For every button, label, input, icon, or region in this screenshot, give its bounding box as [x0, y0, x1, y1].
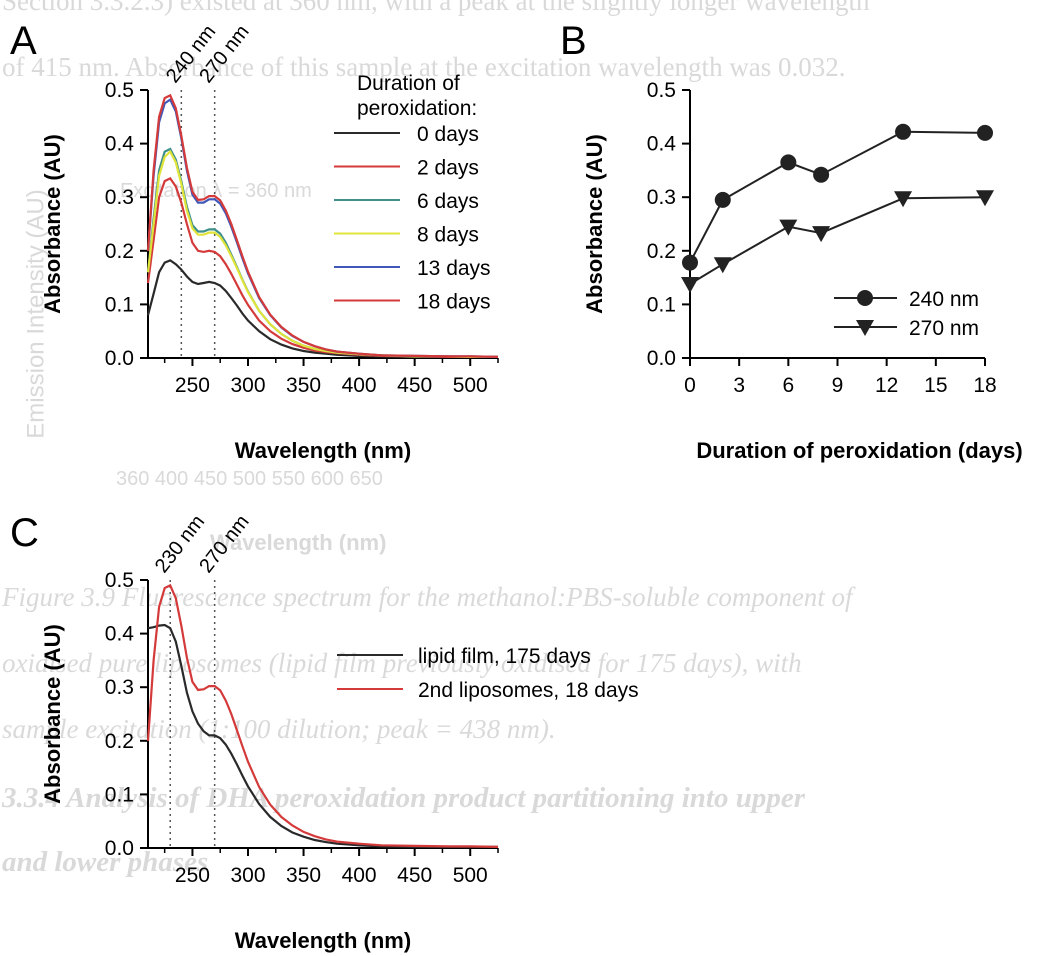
- y-axis-label: Absorbance (AU): [582, 134, 607, 314]
- y-tick-label: 0.2: [105, 240, 134, 263]
- background-caption-line: Figure 3.9 Fluorescence spectrum for the…: [2, 582, 853, 612]
- y-tick-label: 0.1: [647, 293, 676, 316]
- x-tick-label: 15: [924, 374, 947, 397]
- x-tick-label: 3: [733, 374, 745, 397]
- data-point: [894, 191, 913, 208]
- y-tick-label: 0.0: [105, 837, 134, 860]
- x-tick-label: 300: [230, 374, 265, 397]
- legend-label: 13 days: [417, 257, 491, 280]
- panel-label: C: [10, 511, 39, 555]
- y-axis-label: Absorbance (AU): [40, 134, 65, 314]
- background-caption-line: sample excitation (1:100 dilution; peak …: [2, 714, 556, 744]
- x-tick-label: 450: [397, 864, 432, 887]
- y-axis-label: Absorbance (AU): [40, 624, 65, 804]
- x-tick-label: 350: [286, 374, 321, 397]
- y-tick-label: 0.5: [105, 569, 134, 592]
- y-tick-label: 0.1: [105, 783, 134, 806]
- legend-marker: [857, 290, 873, 306]
- legend-label: 18 days: [417, 291, 491, 314]
- y-tick-label: 0.4: [647, 133, 677, 156]
- series-line-0: [689, 130, 986, 264]
- x-tick-label: 500: [453, 374, 488, 397]
- legend-label: lipid film, 175 days: [418, 645, 591, 668]
- legend-label: 2nd liposomes, 18 days: [418, 679, 639, 702]
- series-line-0: [147, 623, 498, 849]
- series-line-3: [146, 149, 498, 358]
- x-tick-label: 250: [175, 374, 210, 397]
- y-tick-label: 0.1: [105, 293, 134, 316]
- x-tick-label: 9: [832, 374, 844, 397]
- data-point: [812, 226, 831, 243]
- x-tick-label: 300: [230, 864, 265, 887]
- y-tick-label: 0.3: [647, 186, 676, 209]
- background-heading-line: and lower phases: [2, 846, 209, 878]
- panel-label: A: [10, 19, 37, 63]
- legend-label: 0 days: [417, 123, 479, 146]
- data-point: [713, 257, 732, 274]
- legend-label: 240 nm: [909, 288, 979, 311]
- background-caption-line: oxidised pure liposomes (lipid film prev…: [2, 648, 802, 678]
- legend-label: 6 days: [417, 190, 479, 213]
- y-tick-label: 0.0: [105, 347, 134, 370]
- x-tick-label: 500: [453, 864, 488, 887]
- legend-title: peroxidation:: [357, 97, 477, 120]
- data-point: [681, 277, 699, 294]
- series-line-2: [146, 147, 498, 358]
- legend-panel-b: 240 nm 270 nm: [834, 288, 979, 340]
- x-axis-label: Wavelength (nm): [235, 438, 411, 463]
- x-tick-label: 250: [175, 864, 210, 887]
- y-tick-label: 0.5: [647, 79, 676, 102]
- background-inset-xticks: 360 400 450 500 550 600 650: [116, 468, 383, 490]
- data-point: [714, 191, 731, 208]
- chart-panel-b: B 0.0 0.1 0.2 0.3 0.4 0.5 0 3 6 9 12 15 18 Duration of…: [560, 19, 1023, 463]
- x-tick-label: 350: [286, 864, 321, 887]
- data-point: [895, 123, 912, 140]
- y-tick-label: 0.4: [105, 623, 135, 646]
- background-inset-excitation: Excitation λ = 360 nm: [120, 180, 312, 202]
- y-tick-label: 0.2: [647, 240, 676, 263]
- panel-label: B: [560, 19, 587, 63]
- series-line-0: [146, 259, 498, 358]
- data-point: [813, 166, 830, 183]
- legend-title: Duration of: [357, 72, 460, 95]
- legend-marker: [856, 320, 874, 336]
- data-point: [779, 219, 798, 236]
- background-heading-line: 3.3.4 Analysis of DHA peroxidation produ…: [2, 782, 806, 814]
- x-axis-label: Wavelength (nm): [235, 928, 411, 953]
- x-tick-label: 0: [684, 374, 696, 397]
- data-point: [780, 154, 797, 171]
- chart-panel-c: C 0.0 0.1 0.2 0.3 0.4 0.5 250 300 350 400 450 500 Wav…: [10, 511, 499, 953]
- y-tick-label: 0.3: [105, 676, 134, 699]
- background-text-line: Section 3.3.2.3) existed at 360 nm, with…: [2, 0, 870, 16]
- data-point: [977, 124, 993, 141]
- legend-label: 2 days: [417, 157, 479, 180]
- x-tick-label: 400: [342, 864, 377, 887]
- series-line-1: [146, 583, 499, 848]
- legend-panel-c: lipid film, 175 days 2nd liposomes, 18 da…: [337, 645, 639, 702]
- x-tick-label: 400: [342, 374, 377, 397]
- x-axis-label: Duration of peroxidation (days): [696, 438, 1022, 463]
- legend-label: 8 days: [417, 224, 479, 247]
- y-tick-label: 0.3: [105, 186, 134, 209]
- background-text-line: of 415 nm. Absorbance of this sample at …: [2, 52, 846, 82]
- legend-label: 270 nm: [909, 317, 979, 340]
- series-line-5: [146, 93, 499, 358]
- background-inset-xlabel: Wavelength (nm): [210, 530, 387, 555]
- x-tick-label: 450: [397, 374, 432, 397]
- data-point: [682, 254, 698, 271]
- y-tick-label: 0.4: [105, 133, 135, 156]
- y-tick-label: 0.5: [105, 79, 134, 102]
- x-tick-label: 12: [875, 374, 898, 397]
- y-tick-label: 0.2: [105, 730, 134, 753]
- y-tick-label: 0.0: [647, 347, 676, 370]
- x-tick-label: 18: [973, 374, 996, 397]
- data-point: [976, 190, 994, 207]
- x-tick-label: 6: [782, 374, 794, 397]
- series-line-1: [689, 196, 986, 285]
